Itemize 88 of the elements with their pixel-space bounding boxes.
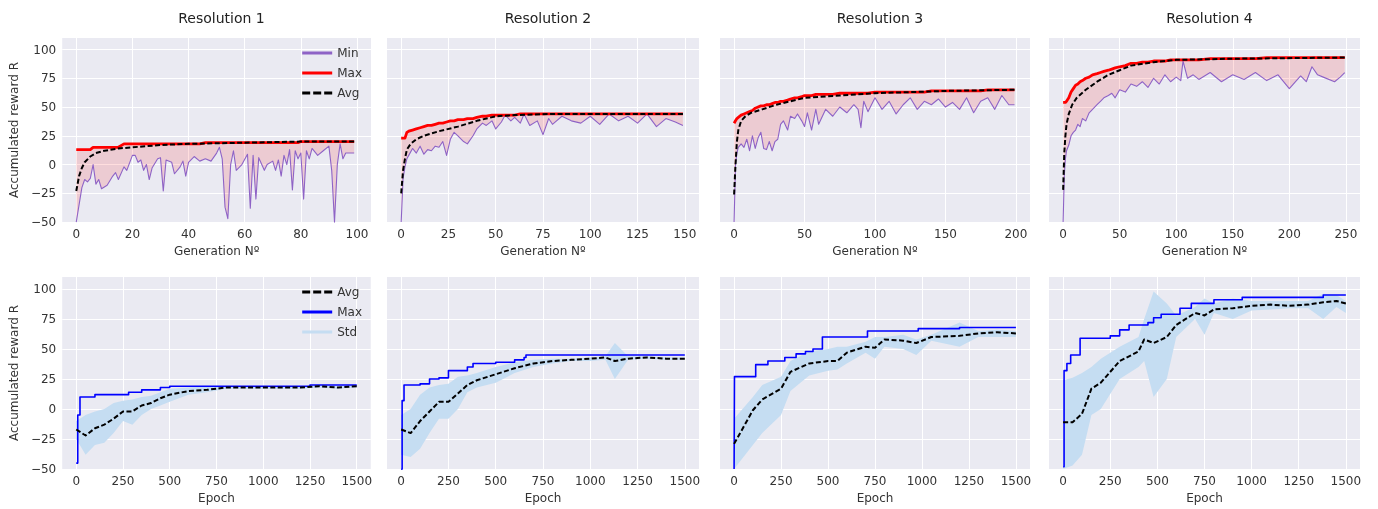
y-tick-label: 75 [40,312,57,327]
x-tick-label: 150 [934,227,957,242]
x-tick-label: 1500 [341,474,373,489]
x-tick-label: 200 [1004,227,1028,242]
x-tick-label: 750 [205,474,228,489]
y-tick-label: 75 [40,71,57,86]
x-tick-label: 150 [1221,227,1245,242]
y-axis-title: Accumulated reward R [7,305,21,442]
x-tick-label: 0 [730,227,738,242]
x-tick-label: 1000 [575,474,606,489]
x-tick-label: 200 [1277,227,1301,242]
x-axis-title: Epoch [198,491,235,505]
x-tick-label: 1000 [247,474,279,489]
y-tick-label: 0 [48,402,57,417]
x-tick-label: 50 [1112,227,1128,242]
x-tick-label: 250 [111,474,135,489]
y-tick-label: 25 [40,128,57,143]
x-tick-label: 250 [769,474,793,489]
x-tick-label: 1000 [906,474,938,489]
x-axis-title: Generation Nº [500,244,587,258]
x-tick-label: 0 [730,474,738,489]
x-tick-label: 1250 [1283,474,1315,489]
x-tick-label: 150 [673,227,697,242]
x-axis-title: Generation Nº [832,244,919,258]
x-tick-label: 1500 [1330,474,1362,489]
chart-title: Resolution 2 [504,10,592,26]
x-tick-label: 1500 [669,474,701,489]
x-tick-label: 0 [72,474,81,489]
x-axis-title: Epoch [1186,491,1223,505]
x-axis-title: Epoch [524,491,562,505]
x-tick-label: 1250 [622,474,653,489]
x-tick-label: 500 [1145,474,1169,489]
chart-title: Resolution 3 [836,10,924,26]
x-tick-label: 500 [158,474,182,489]
chart-title: Resolution 1 [178,10,265,26]
x-tick-label: 25 [440,227,457,242]
x-tick-label: 1000 [1236,474,1267,489]
x-axis-title: Generation Nº [1161,244,1248,258]
x-tick-label: 0 [397,227,405,242]
x-tick-label: 60 [237,227,253,242]
x-tick-label: 50 [796,227,813,242]
x-tick-label: 500 [484,474,508,489]
x-axis-title: Generation Nº [173,244,260,258]
x-tick-label: 1250 [294,474,326,489]
line-series [75,385,358,437]
x-tick-label: 80 [293,227,309,242]
y-tick-label: −50 [30,462,57,477]
x-axis-title: Epoch [856,491,894,505]
x-tick-label: 750 [1193,474,1216,489]
x-tick-label: 250 [437,474,460,489]
x-tick-label: 100 [578,227,602,242]
legend-label: Max [337,305,362,319]
y-tick-label: −25 [30,432,57,447]
y-tick-label: 0 [48,157,57,172]
x-tick-label: 75 [535,227,551,242]
y-tick-label: −25 [30,186,57,201]
x-tick-label: 100 [345,227,369,242]
x-tick-label: 250 [1098,474,1122,489]
y-axis-title: Accumulated reward R [7,62,21,199]
y-tick-label: 50 [40,100,57,115]
x-tick-label: 0 [1059,474,1067,489]
x-tick-label: 0 [397,474,405,489]
y-tick-label: 100 [33,42,57,57]
y-tick-label: 25 [40,372,57,387]
y-tick-label: 50 [40,342,57,357]
legend-label: Avg [337,86,360,100]
legend-label: Std [337,325,358,339]
x-tick-label: 1500 [1000,474,1032,489]
legend-label: Min [337,46,359,60]
x-tick-label: 100 [863,227,887,242]
x-tick-label: 0 [1059,227,1067,242]
x-tick-label: 1250 [953,474,985,489]
x-tick-label: 125 [626,227,649,242]
x-tick-label: 0 [72,227,81,242]
x-tick-label: 500 [816,474,840,489]
legend-label: Avg [337,285,360,299]
x-tick-label: 250 [1334,227,1358,242]
line-series [75,140,356,193]
y-tick-label: 100 [33,282,57,297]
x-tick-label: 40 [180,227,197,242]
legend-label: Max [337,66,362,80]
x-tick-label: 20 [124,227,141,242]
x-tick-label: 750 [863,474,887,489]
x-tick-label: 100 [1164,227,1188,242]
chart-title: Resolution 4 [1166,10,1253,26]
y-tick-label: −50 [30,215,57,230]
x-tick-label: 50 [488,227,504,242]
x-tick-label: 750 [531,474,555,489]
